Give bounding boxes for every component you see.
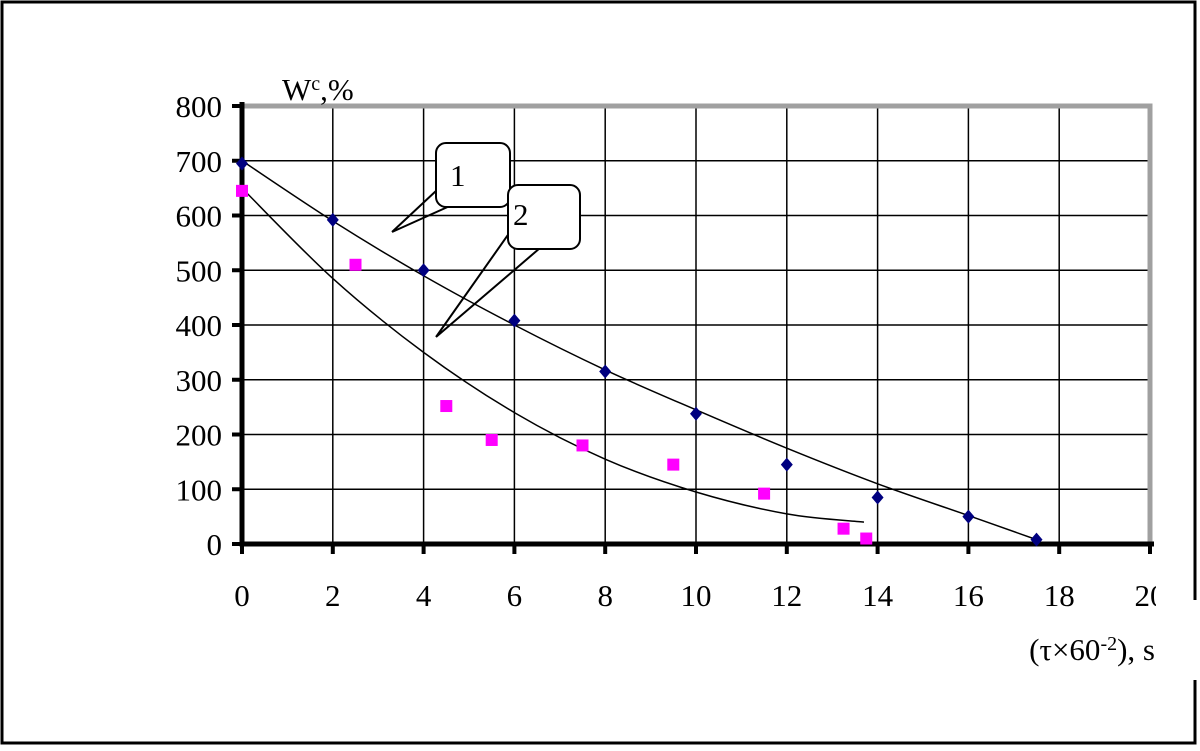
x-axis-label: (τ×60-2), s [1029,632,1155,667]
data-point [599,364,612,379]
data-point [780,457,793,472]
data-point [962,509,975,524]
y-tick-label: 700 [176,144,223,179]
data-point [837,522,850,535]
y-tick-label: 400 [176,308,223,343]
callout-label: 2 [513,197,529,232]
x-tick-label: 6 [507,578,523,613]
data-point [1030,532,1043,547]
y-tick-label: 500 [176,253,223,288]
data-point [667,458,680,471]
y-tick-label: 100 [176,472,223,507]
x-tick-label: 8 [597,578,613,613]
trend-line [241,187,865,523]
x-tick-label: 16 [953,578,984,613]
x-tick-label: 0 [234,578,250,613]
callout-2: 2 [435,184,581,338]
y-tick-label: 200 [176,418,223,453]
data-point [326,212,339,227]
data-point [860,532,873,545]
data-point [576,439,589,452]
y-tick-label: 0 [207,527,223,562]
callout-1: 1 [391,142,511,233]
plot-border [242,103,1153,544]
x-tick-label: 4 [416,578,432,613]
data-point [236,156,248,171]
data-point [236,184,248,197]
y-axis-label: Wc,% [282,72,354,107]
data-point [440,400,453,413]
callout-label: 1 [450,158,466,193]
x-tick-label: 18 [1044,578,1075,613]
y-tick-label: 300 [176,363,223,398]
y-tick-label: 600 [176,199,223,234]
data-point [349,258,362,271]
y-tick-label: 800 [176,89,223,124]
data-point [485,433,498,446]
x-tick-label: 2 [325,578,341,613]
data-point [417,263,430,278]
x-tick-label: 14 [862,578,894,613]
x-tick-label: 12 [771,578,802,613]
axes [239,102,1154,547]
data-point [690,406,702,421]
data-point [871,490,884,505]
x-tick-label: 20 [1135,578,1166,613]
x-tick-label: 10 [681,578,712,613]
frame-gap [1192,600,1200,680]
data-point [508,313,521,328]
data-point [758,487,771,500]
trend-line [241,160,1037,541]
